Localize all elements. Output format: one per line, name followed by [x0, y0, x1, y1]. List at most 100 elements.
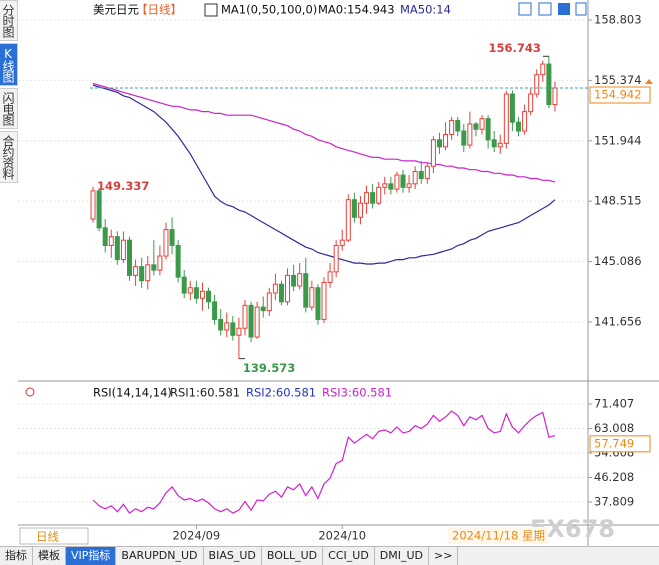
bottom-tab[interactable]: DMI_UD — [375, 547, 430, 565]
candle-body — [418, 171, 424, 180]
candle-body — [315, 287, 321, 320]
ma-label: MA0:154.943 — [318, 3, 395, 17]
candle-body — [102, 227, 108, 246]
tool-icon[interactable] — [575, 2, 587, 16]
crosshair-date: 2024/11/18 星期 — [452, 529, 545, 543]
bottom-tab[interactable]: BARUPDN_UD — [116, 547, 204, 565]
candle-body — [552, 87, 558, 106]
candle-body — [339, 239, 345, 246]
candle-body — [400, 174, 406, 188]
y-tick-label: 63.008 — [594, 421, 634, 435]
bottom-tab[interactable]: 指标 — [0, 547, 33, 565]
last-price-box — [589, 86, 651, 104]
candle-body — [260, 306, 266, 312]
side-tab[interactable]: 合约资料 — [0, 131, 18, 183]
candle-body — [522, 111, 528, 132]
last-price-arrow — [645, 78, 653, 84]
candle-body — [479, 118, 485, 130]
candle-body — [351, 199, 357, 218]
bottom-tab[interactable]: VIP指标 — [66, 547, 117, 565]
side-tab[interactable]: K线图 — [0, 43, 18, 86]
candle-body — [436, 139, 442, 148]
cursor-value-box — [589, 435, 651, 453]
x-tick-label: 2024/10 — [318, 529, 366, 543]
indicator-label: MA1(0,50,100,0) — [221, 3, 317, 17]
bottom-tab[interactable]: BOLL_UD — [262, 547, 324, 565]
candle-body — [321, 281, 327, 320]
side-tab[interactable]: 分时图 — [0, 0, 18, 41]
candle-body — [169, 229, 175, 246]
y-tick-label: 37.809 — [594, 495, 634, 509]
candle-body — [206, 290, 212, 303]
candle-body — [357, 202, 363, 218]
low-label: 139.573 — [243, 361, 295, 375]
indicator-icon[interactable] — [204, 3, 218, 17]
candle-body — [157, 255, 163, 271]
candle-body — [187, 287, 193, 294]
candle-body — [236, 327, 242, 336]
candle-body — [90, 190, 96, 220]
cursor-value-label: 57.749 — [594, 436, 634, 450]
ma-line — [92, 82, 556, 183]
tool-icon[interactable] — [558, 3, 570, 15]
legend-entry: RSI3:60.581 — [322, 386, 392, 400]
y-tick-label: 145.086 — [594, 254, 642, 268]
y-tick-label: 71.407 — [594, 396, 634, 410]
candle-body — [430, 139, 436, 167]
bottom-tab[interactable]: 模板 — [33, 547, 66, 565]
candle-body — [303, 273, 309, 308]
ma-line — [92, 84, 556, 265]
candle-body — [254, 306, 260, 338]
candle-body — [151, 264, 157, 271]
candle-body — [96, 190, 102, 229]
crosshair-date-box — [448, 527, 548, 544]
candle-body — [534, 74, 540, 95]
candle-body — [388, 183, 394, 190]
chart-bg — [18, 0, 659, 546]
candle-body — [540, 63, 546, 76]
candle-body — [272, 283, 278, 294]
last-price-label: 154.942 — [594, 87, 642, 101]
candle-body — [382, 183, 388, 188]
candle-body — [163, 229, 169, 257]
candle-body — [528, 93, 534, 113]
candle-body — [278, 283, 284, 303]
candle-body — [473, 123, 479, 130]
first-high-label: 149.337 — [97, 179, 149, 193]
candle-body — [175, 244, 181, 278]
candle-body — [291, 274, 297, 287]
rsi-settings-icon[interactable] — [25, 387, 35, 397]
period-label: 【日线】 — [136, 3, 182, 17]
tool-icon[interactable] — [518, 2, 532, 16]
side-tab[interactable]: 闪电图 — [0, 88, 18, 129]
bottom-tab[interactable]: >> — [429, 547, 459, 565]
candle-body — [285, 274, 291, 303]
legend-entry: RSI1:60.581 — [170, 386, 240, 400]
high-label: 156.743 — [488, 41, 540, 55]
tool-icon[interactable] — [538, 2, 552, 16]
bottom-tab[interactable]: BIAS_UD — [204, 547, 262, 565]
candle-body — [266, 292, 272, 312]
candle-body — [199, 290, 205, 299]
candle-body — [461, 130, 467, 146]
y-tick-label: 46.208 — [594, 470, 634, 484]
bottom-tab[interactable]: CCI_UD — [323, 547, 375, 565]
y-tick-label: 155.374 — [594, 73, 642, 87]
candle-body — [120, 239, 126, 261]
toolbar-icons — [518, 2, 587, 16]
y-tick-label: 148.515 — [594, 194, 642, 208]
legend-entry: RSI2:60.581 — [246, 386, 316, 400]
candle-body — [364, 192, 370, 204]
candle-body — [443, 134, 449, 148]
legend-entry: MA50:14 — [400, 3, 451, 17]
candle-body — [127, 239, 133, 276]
candle-body — [139, 266, 145, 282]
candle-body — [449, 119, 455, 136]
candle-body — [224, 322, 230, 331]
candle-body — [455, 119, 461, 132]
candle-body — [546, 63, 552, 106]
period-button[interactable] — [19, 527, 89, 545]
candle-body — [394, 174, 400, 190]
candle-body — [248, 304, 254, 338]
